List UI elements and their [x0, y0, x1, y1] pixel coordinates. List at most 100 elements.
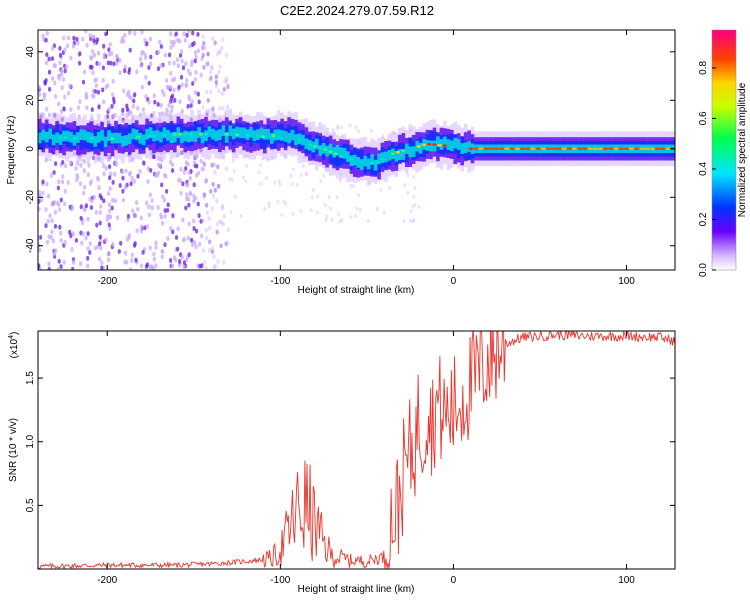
band-cell — [141, 134, 146, 146]
noise-dot — [135, 69, 139, 75]
noise-dot — [96, 50, 101, 56]
noise-dot — [102, 198, 106, 204]
noise-dot — [156, 49, 161, 55]
noise-dot — [310, 195, 314, 200]
noise-dot — [98, 234, 102, 240]
noise-dot — [86, 231, 90, 237]
noise-dot — [145, 262, 149, 268]
peak-blob — [524, 147, 531, 151]
noise-dot — [74, 238, 78, 243]
noise-dot — [212, 162, 216, 168]
noise-dot — [68, 83, 72, 89]
noise-dot — [189, 62, 194, 68]
noise-dot — [110, 51, 114, 56]
noise-dot — [120, 39, 124, 44]
noise-dot — [197, 213, 201, 219]
noise-dot — [72, 35, 76, 41]
noise-dot — [210, 249, 215, 255]
noise-dot — [104, 31, 108, 37]
noise-dot — [171, 77, 175, 83]
noise-dot — [412, 174, 416, 179]
noise-dot — [354, 213, 357, 218]
noise-dot — [142, 160, 146, 166]
band-cell — [83, 129, 87, 141]
noise-dot — [239, 213, 243, 218]
noise-dot — [149, 36, 153, 42]
noise-dot — [150, 264, 154, 270]
noise-dot — [44, 37, 48, 43]
noise-dot — [163, 52, 167, 58]
band-cell — [224, 132, 229, 143]
noise-dot — [47, 266, 51, 270]
peak-blob — [561, 147, 568, 151]
band-cell — [176, 127, 181, 138]
noise-dot — [222, 259, 226, 265]
noise-dot — [225, 79, 229, 85]
band-cell — [242, 127, 246, 139]
noise-dot — [62, 260, 66, 265]
noise-dot — [150, 205, 154, 211]
noise-dot — [413, 202, 417, 207]
noise-dot — [101, 65, 105, 71]
noise-dot — [45, 106, 49, 112]
noise-dot — [97, 256, 102, 262]
noise-dot — [95, 61, 99, 66]
noise-dot — [222, 86, 226, 92]
noise-dot — [221, 221, 225, 227]
noise-dot — [44, 78, 48, 83]
noise-dot — [99, 204, 103, 209]
noise-dot — [98, 193, 102, 199]
band-cell — [335, 144, 340, 156]
noise-dot — [88, 181, 92, 187]
noise-dot — [213, 187, 217, 193]
noise-dot — [146, 166, 150, 172]
noise-dot — [130, 252, 134, 258]
noise-dot — [107, 257, 111, 263]
noise-dot — [357, 129, 360, 134]
noise-dot — [192, 226, 196, 231]
noise-dot — [81, 36, 85, 42]
band-cell — [335, 147, 340, 167]
noise-dot — [54, 248, 58, 254]
x-tick-label: 100 — [618, 276, 635, 287]
band-cell — [121, 136, 125, 147]
noise-dot — [152, 154, 156, 160]
noise-dot — [84, 235, 88, 241]
noise-dot — [108, 208, 112, 214]
noise-dot — [203, 179, 207, 184]
noise-dot — [202, 192, 206, 198]
noise-dot — [172, 255, 176, 261]
noise-dot — [182, 31, 186, 37]
noise-dot — [109, 171, 113, 177]
noise-dot — [85, 95, 89, 100]
noise-dot — [202, 161, 206, 167]
noise-dot — [135, 228, 139, 234]
peak-blob — [323, 148, 328, 151]
peak-blob — [110, 137, 115, 141]
noise-dot — [135, 200, 139, 205]
noise-dot — [106, 213, 110, 219]
noise-dot — [218, 219, 222, 225]
noise-dot — [125, 107, 130, 112]
noise-dot — [121, 175, 125, 181]
y-tick-label: 1.0 — [25, 434, 36, 448]
band-cell — [114, 132, 118, 144]
noise-dot — [186, 161, 190, 167]
noise-dot — [145, 41, 149, 47]
noise-dot — [259, 163, 262, 168]
noise-dot — [200, 56, 204, 61]
noise-dot — [130, 175, 134, 181]
peak-blob — [172, 133, 177, 136]
noise-dot — [311, 188, 315, 192]
band-cell — [675, 145, 679, 154]
noise-dot — [295, 182, 299, 187]
noise-dot — [355, 206, 359, 211]
peak-blob — [472, 147, 479, 151]
noise-dot — [113, 198, 117, 204]
noise-dot — [417, 205, 421, 210]
noise-dot — [217, 69, 221, 75]
noise-dot — [193, 58, 197, 64]
noise-dot — [63, 47, 67, 53]
noise-dot — [41, 33, 45, 39]
noise-dot — [147, 65, 151, 70]
